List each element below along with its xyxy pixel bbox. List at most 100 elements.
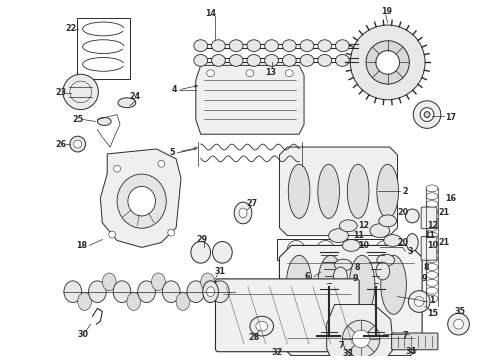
Text: 17: 17	[445, 113, 456, 122]
Text: 9: 9	[421, 274, 427, 283]
Ellipse shape	[288, 164, 310, 219]
Text: 5: 5	[169, 148, 175, 157]
Text: 10: 10	[427, 241, 438, 250]
Ellipse shape	[250, 316, 273, 336]
Text: 35: 35	[455, 307, 466, 316]
Ellipse shape	[377, 164, 398, 219]
Ellipse shape	[340, 220, 357, 231]
Ellipse shape	[239, 208, 247, 218]
Ellipse shape	[350, 25, 425, 100]
Text: 15: 15	[427, 309, 438, 318]
Ellipse shape	[64, 281, 82, 302]
Text: 11: 11	[424, 231, 435, 240]
Ellipse shape	[285, 70, 293, 77]
Text: 33: 33	[343, 349, 353, 358]
FancyBboxPatch shape	[392, 333, 438, 350]
Ellipse shape	[176, 293, 190, 310]
Ellipse shape	[352, 330, 370, 348]
Text: 20: 20	[397, 238, 409, 247]
Text: 28: 28	[248, 333, 259, 342]
Ellipse shape	[229, 54, 243, 66]
Ellipse shape	[78, 293, 92, 310]
Ellipse shape	[168, 229, 174, 236]
Text: 16: 16	[445, 194, 456, 203]
Ellipse shape	[194, 40, 208, 51]
Ellipse shape	[102, 273, 116, 291]
Text: 23: 23	[55, 89, 66, 98]
Ellipse shape	[376, 262, 390, 280]
Ellipse shape	[256, 321, 268, 331]
Polygon shape	[196, 66, 304, 134]
Ellipse shape	[212, 281, 229, 302]
Ellipse shape	[247, 54, 261, 66]
Ellipse shape	[151, 273, 165, 291]
Ellipse shape	[454, 319, 464, 329]
FancyBboxPatch shape	[216, 279, 359, 352]
Ellipse shape	[300, 40, 314, 51]
Ellipse shape	[265, 40, 278, 51]
Ellipse shape	[109, 231, 116, 238]
Text: 1: 1	[429, 296, 435, 305]
Text: 8: 8	[423, 262, 429, 271]
Text: 19: 19	[381, 7, 392, 16]
Ellipse shape	[384, 235, 401, 247]
Text: 2: 2	[402, 187, 408, 196]
Text: 32: 32	[271, 348, 283, 357]
Text: 3: 3	[407, 247, 413, 256]
Ellipse shape	[318, 164, 340, 219]
Text: 9: 9	[352, 274, 358, 283]
Ellipse shape	[98, 117, 111, 125]
Ellipse shape	[265, 54, 278, 66]
Ellipse shape	[286, 255, 312, 314]
Ellipse shape	[335, 259, 352, 271]
FancyBboxPatch shape	[277, 239, 399, 260]
Ellipse shape	[347, 164, 369, 219]
Ellipse shape	[318, 40, 332, 51]
Text: 6: 6	[304, 273, 310, 282]
Ellipse shape	[201, 273, 215, 291]
Ellipse shape	[300, 54, 314, 66]
Ellipse shape	[187, 281, 205, 302]
Ellipse shape	[89, 281, 106, 302]
Ellipse shape	[334, 267, 347, 285]
Text: 7: 7	[402, 332, 408, 341]
Ellipse shape	[318, 255, 343, 314]
Ellipse shape	[212, 54, 225, 66]
Text: 12: 12	[427, 221, 438, 230]
Ellipse shape	[349, 255, 375, 314]
Text: 21: 21	[439, 238, 450, 247]
Ellipse shape	[207, 70, 215, 77]
Text: 4: 4	[171, 85, 177, 94]
Ellipse shape	[234, 202, 252, 224]
FancyBboxPatch shape	[421, 207, 437, 229]
Ellipse shape	[336, 40, 349, 51]
Ellipse shape	[127, 293, 141, 310]
Ellipse shape	[213, 242, 232, 263]
Text: 34: 34	[405, 347, 416, 356]
FancyBboxPatch shape	[421, 237, 437, 260]
Polygon shape	[279, 147, 397, 235]
Text: 26: 26	[55, 140, 66, 149]
Text: 24: 24	[130, 93, 141, 102]
Ellipse shape	[408, 291, 430, 312]
Text: 14: 14	[206, 9, 217, 18]
Ellipse shape	[282, 54, 296, 66]
Text: 21: 21	[439, 208, 450, 217]
Text: 29: 29	[197, 235, 208, 244]
Text: 20: 20	[397, 208, 409, 217]
Ellipse shape	[247, 40, 261, 51]
Ellipse shape	[405, 209, 419, 223]
Ellipse shape	[282, 40, 296, 51]
Ellipse shape	[246, 70, 254, 77]
Ellipse shape	[413, 101, 441, 128]
Ellipse shape	[336, 54, 349, 66]
Ellipse shape	[448, 313, 469, 335]
Ellipse shape	[162, 281, 180, 302]
Text: 8: 8	[354, 262, 360, 271]
Text: 10: 10	[358, 241, 369, 250]
Ellipse shape	[343, 239, 360, 251]
Ellipse shape	[343, 320, 380, 357]
Text: 7: 7	[339, 341, 344, 350]
Ellipse shape	[74, 140, 82, 148]
Ellipse shape	[63, 74, 98, 110]
